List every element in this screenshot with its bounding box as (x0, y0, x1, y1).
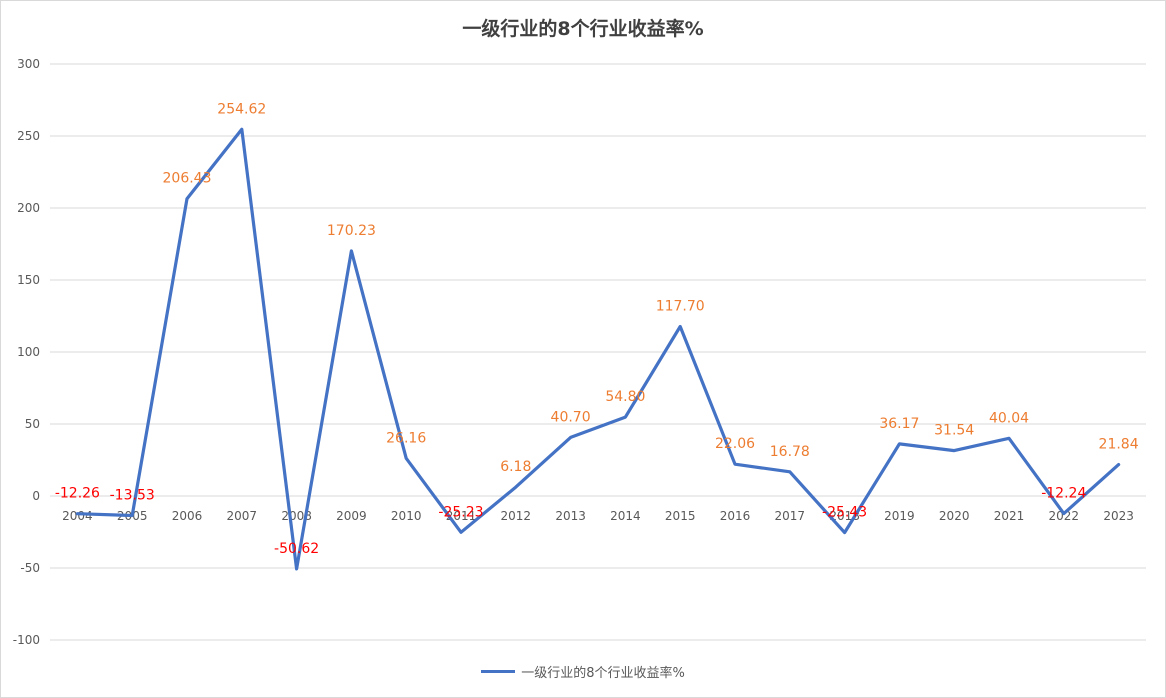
y-tick-label: 0 (32, 489, 40, 503)
x-tick-label: 2012 (501, 509, 532, 523)
chart-title: 一级行业的8个行业收益率% (462, 18, 704, 40)
data-label: -13.53 (110, 487, 155, 503)
data-label: 206.43 (163, 171, 212, 187)
x-tick-label: 2007 (227, 509, 258, 523)
data-label: 54.80 (605, 389, 645, 405)
data-label: -12.26 (55, 486, 100, 502)
data-label: 16.78 (770, 444, 810, 460)
legend: 一级行业的8个行业收益率% (0, 662, 1166, 681)
data-label: 117.70 (656, 299, 705, 315)
x-tick-label: 2006 (172, 509, 203, 523)
x-tick-label: 2010 (391, 509, 422, 523)
data-label: 26.16 (386, 430, 426, 446)
data-label: 254.62 (217, 101, 266, 117)
x-tick-label: 2014 (610, 509, 641, 523)
y-tick-label: 250 (17, 129, 40, 143)
data-label: -50.62 (274, 541, 319, 557)
data-label: 170.23 (327, 223, 376, 239)
y-tick-label: 100 (17, 345, 40, 359)
x-tick-label: 2009 (336, 509, 367, 523)
series-line-0 (75, 127, 1121, 571)
data-label: 31.54 (934, 423, 974, 439)
y-tick-label: -50 (20, 561, 40, 575)
data-label: 6.18 (500, 459, 531, 475)
x-tick-label: 2015 (665, 509, 696, 523)
x-tick-label: 2019 (884, 509, 915, 523)
legend-swatch (481, 670, 516, 673)
x-tick-label: 2016 (720, 509, 751, 523)
data-label: 21.84 (1099, 437, 1139, 453)
data-label: 40.70 (551, 409, 591, 425)
data-label: 36.17 (879, 416, 919, 432)
data-label: 22.06 (715, 436, 755, 452)
data-label: -25.43 (822, 505, 867, 521)
y-tick-label: 200 (17, 201, 40, 215)
x-tick-label: 2022 (1049, 509, 1080, 523)
x-tick-label: 2021 (994, 509, 1025, 523)
x-tick-label: 2017 (775, 509, 806, 523)
data-label: -12.24 (1041, 486, 1086, 502)
legend-label: 一级行业的8个行业收益率% (521, 666, 685, 681)
x-tick-label: 2013 (555, 509, 586, 523)
data-label: 40.04 (989, 410, 1029, 426)
x-tick-label: 2020 (939, 509, 970, 523)
data-label: -25.23 (438, 504, 483, 520)
y-tick-label: 300 (17, 57, 40, 71)
x-tick-label: 2004 (62, 509, 93, 523)
y-tick-label: 150 (17, 273, 40, 287)
x-tick-label: 2023 (1103, 509, 1134, 523)
y-tick-label: 50 (25, 417, 40, 431)
y-tick-label: -100 (13, 633, 40, 647)
